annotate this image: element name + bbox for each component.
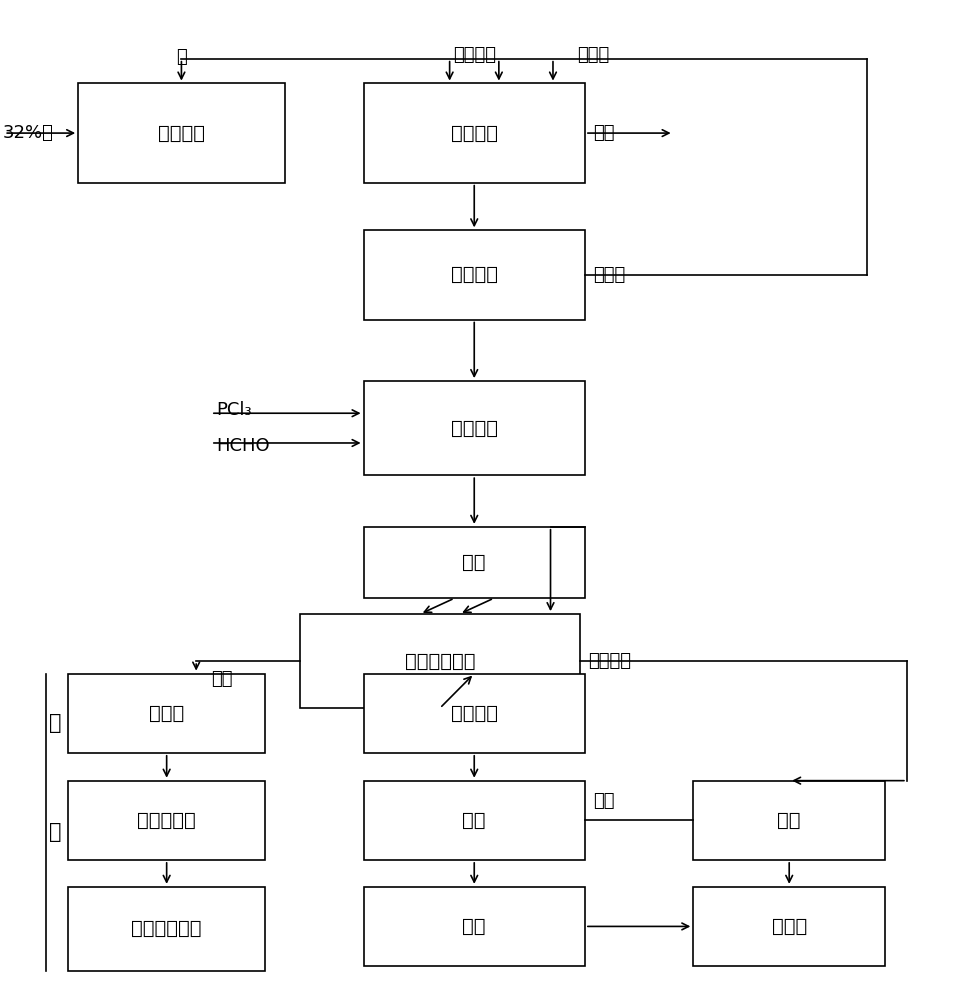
Text: 洗涤水套: 洗涤水套 (588, 652, 631, 670)
Text: 干燥: 干燥 (462, 811, 486, 830)
Text: 液碱稀释: 液碱稀释 (158, 124, 205, 143)
Bar (68, 887, 265, 971)
Bar (68, 781, 265, 860)
Text: 缩合反应: 缩合反应 (450, 419, 498, 438)
Bar (364, 84, 585, 183)
Bar (364, 527, 585, 598)
Text: 贮槽: 贮槽 (777, 811, 801, 830)
Bar (693, 781, 885, 860)
Bar (300, 614, 580, 708)
Text: 二乙醇胺: 二乙醇胺 (452, 46, 495, 64)
Text: HCHO: HCHO (216, 437, 270, 455)
Bar (364, 381, 585, 475)
Text: 废水处理系: 废水处理系 (137, 811, 196, 830)
Text: 粉尘: 粉尘 (593, 792, 614, 810)
Bar (78, 84, 285, 183)
Bar (364, 674, 585, 753)
Text: 中和: 中和 (462, 553, 486, 572)
Bar (364, 230, 585, 320)
Text: 母液: 母液 (211, 670, 233, 688)
Text: 催化剂: 催化剂 (578, 46, 610, 64)
Text: 氢气: 氢气 (593, 124, 614, 142)
Text: 捕尘器: 捕尘器 (772, 917, 807, 936)
Bar (68, 674, 265, 753)
Text: 包装: 包装 (462, 917, 486, 936)
Text: 32%碱: 32%碱 (2, 124, 54, 142)
Text: PCl₃: PCl₃ (216, 401, 251, 419)
Text: 水: 水 (176, 48, 187, 66)
Text: 废水池: 废水池 (149, 704, 184, 723)
Text: 氧化反应: 氧化反应 (450, 124, 498, 143)
Text: 污水处理中心: 污水处理中心 (131, 919, 202, 938)
Text: 湿双甘膦: 湿双甘膦 (450, 704, 498, 723)
Text: 催化剂: 催化剂 (593, 266, 625, 284)
Bar (693, 887, 885, 966)
Text: 回: 回 (50, 713, 61, 733)
Text: 固液分离: 固液分离 (450, 265, 498, 284)
Text: 多功能压滤机: 多功能压滤机 (405, 652, 475, 671)
Bar (364, 781, 585, 860)
Bar (364, 887, 585, 966)
Text: 用: 用 (50, 822, 61, 842)
